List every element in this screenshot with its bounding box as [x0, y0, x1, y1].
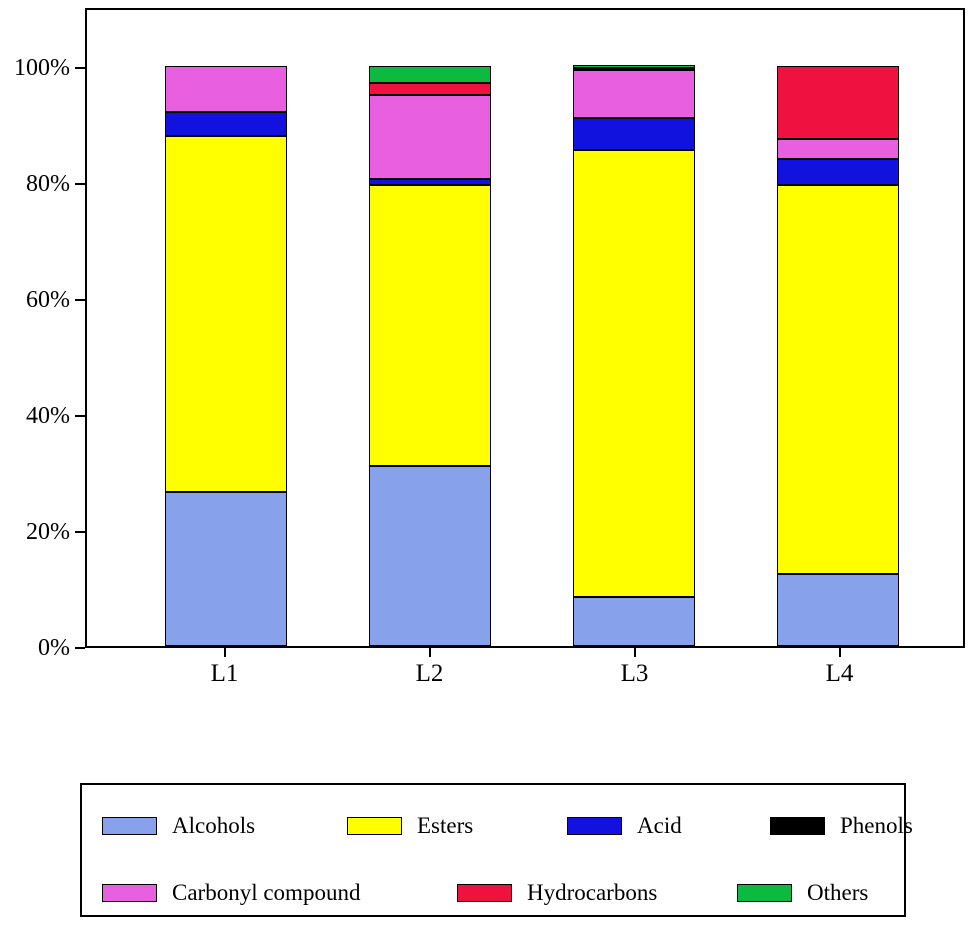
- bar-segment-hydrocarbons: [573, 68, 695, 71]
- bar-column-l4: [736, 10, 940, 646]
- bar-segment-alcohols: [777, 573, 899, 646]
- bar-segment-esters: [369, 184, 491, 467]
- bar-segment-carbonyl-compound: [165, 66, 287, 113]
- y-tick-label: 40%: [26, 403, 70, 429]
- bar-segment-acid: [369, 179, 491, 185]
- bar-segment-acid: [165, 112, 287, 136]
- bar-segment-alcohols: [165, 492, 287, 646]
- legend-swatch-esters: [347, 817, 402, 835]
- x-axis-labels: L1 L2 L3 L4: [85, 660, 965, 688]
- legend-item-others: Others: [737, 880, 868, 906]
- y-tick-label: 100%: [14, 55, 70, 81]
- legend-label: Carbonyl compound: [172, 880, 361, 905]
- y-tick-mark: [75, 531, 85, 533]
- bar-column-l2: [328, 10, 532, 646]
- legend-label: Esters: [417, 813, 474, 838]
- bar-stack-l1: [165, 66, 287, 646]
- bar-column-l3: [532, 10, 736, 646]
- legend-swatch-others: [737, 884, 792, 902]
- legend-label: Others: [807, 880, 869, 905]
- legend-swatch-alcohols: [102, 817, 157, 835]
- legend-label: Acid: [637, 813, 682, 838]
- legend-item-hydrocarbons: Hydrocarbons: [457, 880, 657, 906]
- bar-segment-others: [573, 65, 695, 69]
- x-tick-mark: [223, 648, 226, 657]
- bar-segment-alcohols: [369, 466, 491, 646]
- y-tick-mark: [75, 299, 85, 301]
- bar-segment-esters: [165, 135, 287, 493]
- legend-swatch-carbonyl-compound: [102, 884, 157, 902]
- x-tick-mark: [428, 648, 431, 657]
- y-tick-label: 80%: [26, 171, 70, 197]
- bar-segment-carbonyl-compound: [573, 70, 695, 119]
- legend: Alcohols Esters Acid Phenols Carbonyl compou…: [80, 783, 913, 917]
- bar-segment-carbonyl-compound: [777, 138, 899, 159]
- bar-segment-alcohols: [573, 596, 695, 646]
- x-tick-mark: [838, 648, 841, 657]
- bar-segment-esters: [777, 184, 899, 574]
- y-tick-mark: [75, 415, 85, 417]
- x-axis-label-l1: L1: [210, 660, 239, 687]
- y-tick-mark: [75, 183, 85, 185]
- bar-stack-l3: [573, 65, 695, 646]
- legend-item-alcohols: Alcohols: [102, 813, 255, 839]
- y-tick-label: 60%: [26, 287, 70, 313]
- bar-segment-acid: [573, 118, 695, 151]
- bar-segment-others: [369, 66, 491, 84]
- y-tick-label: 20%: [26, 519, 70, 545]
- x-axis-label-l2: L2: [415, 660, 444, 687]
- legend-item-esters: Esters: [347, 813, 473, 839]
- bar-stack-l4: [777, 66, 899, 646]
- legend-label: Phenols: [840, 813, 913, 838]
- bar-segment-carbonyl-compound: [369, 95, 491, 180]
- bar-stack-l2: [369, 66, 491, 646]
- bars-row: [87, 10, 963, 646]
- x-axis-label-l4: L4: [825, 660, 854, 687]
- plot-area: [85, 8, 965, 648]
- legend-swatch-phenols: [770, 817, 825, 835]
- bar-segment-esters: [573, 150, 695, 597]
- bar-segment-acid: [777, 158, 899, 185]
- bar-segment-hydrocarbons: [369, 83, 491, 96]
- legend-label: Hydrocarbons: [527, 880, 658, 905]
- legend-swatch-acid: [567, 817, 622, 835]
- legend-label: Alcohols: [172, 813, 256, 838]
- legend-item-acid: Acid: [567, 813, 682, 839]
- y-tick-mark: [75, 647, 85, 649]
- legend-item-phenols: Phenols: [770, 813, 913, 839]
- y-tick-mark: [75, 67, 85, 69]
- legend-item-carbonyl-compound: Carbonyl compound: [102, 880, 360, 906]
- bar-column-l1: [124, 10, 328, 646]
- bar-segment-hydrocarbons: [777, 66, 899, 139]
- y-tick-label: 0%: [38, 635, 70, 661]
- x-tick-mark: [633, 648, 636, 657]
- x-axis-label-l3: L3: [620, 660, 649, 687]
- legend-swatch-hydrocarbons: [457, 884, 512, 902]
